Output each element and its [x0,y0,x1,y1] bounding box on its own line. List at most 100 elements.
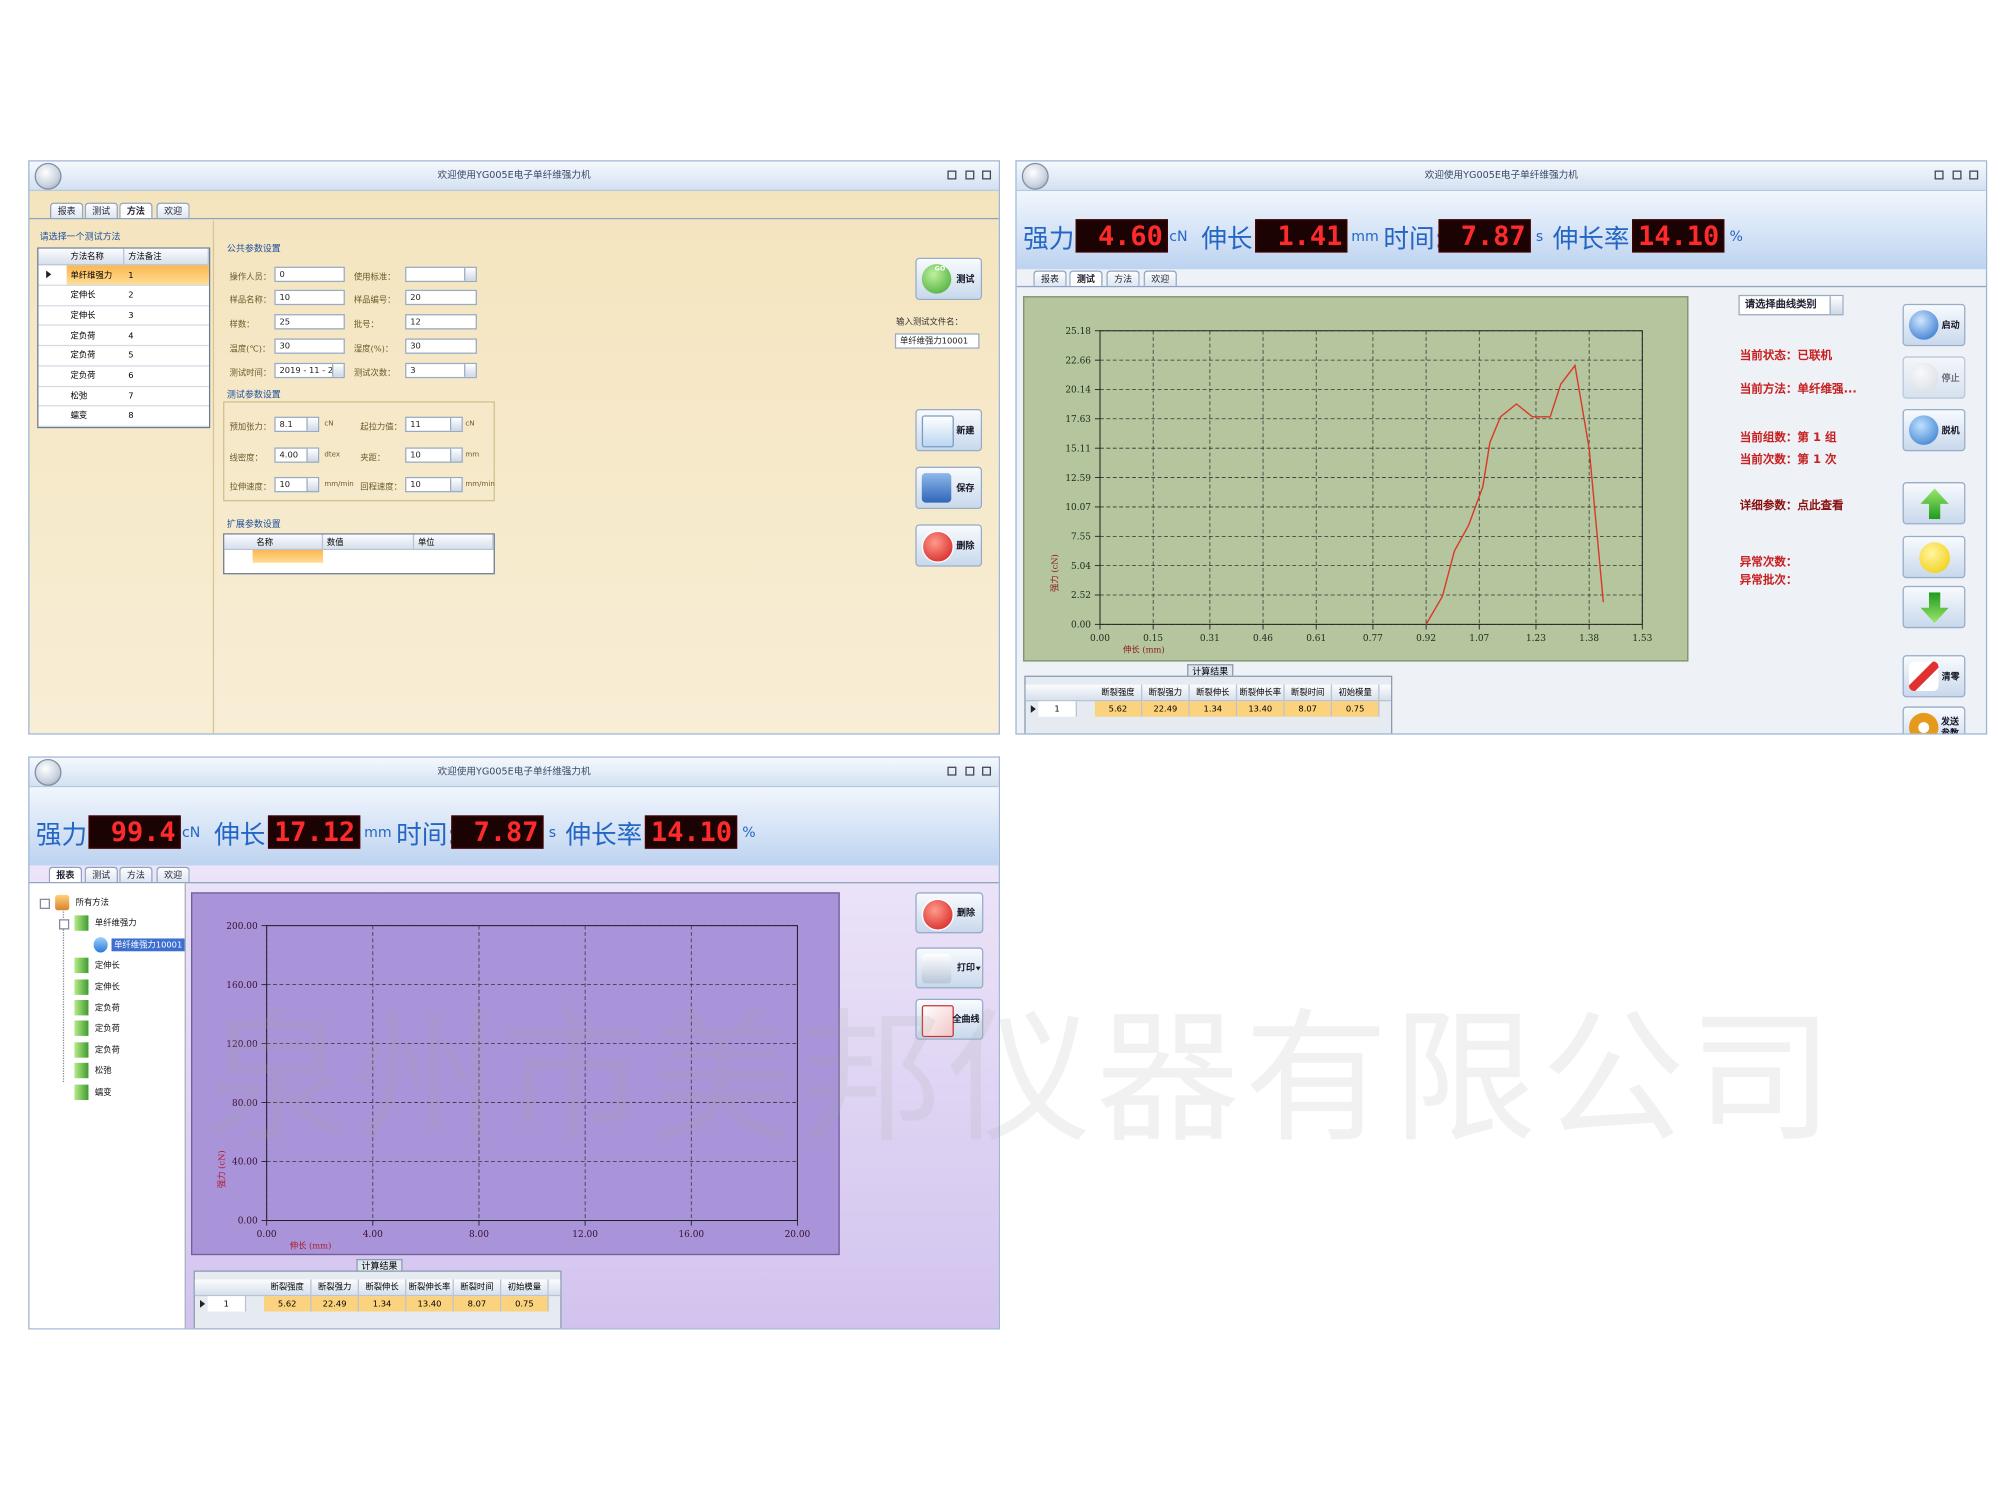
results-cell[interactable]: 0.75 [501,1296,549,1312]
method-cell[interactable]: 6 [128,370,134,381]
button[interactable] [1902,535,1966,579]
tab[interactable]: 测试 [84,866,118,883]
results-cell[interactable]: 13.40 [1237,701,1285,717]
field-input[interactable]: 10 [405,476,463,493]
button[interactable]: 新建 [915,408,983,452]
tree-item[interactable]: 单纤维强力 [94,918,137,929]
results-cell[interactable]: 1.34 [1189,701,1238,717]
method-cell[interactable]: 定伸长 [70,310,96,321]
method-cell[interactable]: 1 [128,269,134,281]
field-input[interactable]: 20 [405,289,477,306]
field-input[interactable]: 10 [405,447,463,463]
results-cell[interactable]: 5.62 [264,1296,312,1312]
button[interactable] [1902,585,1966,629]
field-input[interactable]: 3 [405,362,477,379]
results-cell[interactable]: 1.34 [358,1296,407,1312]
tab[interactable]: 方法 [1106,270,1140,286]
results-cell[interactable]: 0.75 [1332,701,1380,717]
results-cell[interactable]: 13.40 [406,1296,454,1312]
tree-item[interactable]: 松弛 [94,1065,112,1076]
window-controls[interactable] [947,766,992,777]
tab[interactable]: 欢迎 [1143,270,1177,286]
button[interactable]: 启动 [1902,303,1966,347]
app-orb[interactable] [34,162,62,190]
window-controls[interactable] [1934,170,1979,181]
field-input[interactable]: 10 [274,289,345,306]
tab[interactable]: 方法 [119,202,153,218]
tab[interactable]: 报表 [49,202,84,218]
method-cell[interactable]: 定负荷 [70,370,96,381]
spin-button[interactable] [306,478,318,492]
method-cell[interactable]: 2 [128,289,134,301]
button[interactable] [1902,482,1966,525]
method-cell[interactable]: 7 [128,390,134,401]
tree-item[interactable]: 蠕变 [94,1086,112,1097]
method-cell[interactable]: 4 [128,330,134,341]
window-controls[interactable] [947,170,992,181]
spin-button[interactable] [332,364,344,377]
tab[interactable]: 测试 [1069,270,1103,286]
button[interactable]: 停止 [1902,356,1966,399]
field-input[interactable]: 30 [405,338,477,354]
field-input[interactable]: 10 [274,476,320,493]
field-input[interactable]: 2019 - 11 - 2 [274,362,345,379]
field-input[interactable]: 11 [405,416,463,433]
method-cell[interactable]: 8 [128,410,134,422]
button[interactable]: 保存 [915,466,983,509]
button[interactable]: 全曲线 [915,998,984,1040]
results-cell[interactable]: 1 [207,1296,247,1312]
spin-button[interactable] [306,448,318,462]
file-input[interactable]: 单纤维强力10001 [894,333,980,349]
results-cell[interactable]: 8.07 [1284,701,1333,717]
spin-button[interactable] [449,478,462,492]
tree-item[interactable]: 定伸长 [94,981,120,992]
method-cell[interactable]: 蠕变 [70,410,88,422]
button[interactable]: 测试 GO [915,257,983,300]
tab[interactable]: 测试 [84,202,118,218]
method-cell[interactable]: 定负荷 [70,350,96,361]
field-input[interactable]: 8.1 [274,416,320,433]
method-cell[interactable]: 松弛 [70,390,88,401]
spin-button[interactable] [449,448,462,462]
tab[interactable]: 欢迎 [156,202,190,218]
button[interactable]: 删除 [915,892,984,934]
field-input[interactable]: 30 [274,338,345,354]
results-cell[interactable]: 1 [1038,701,1077,717]
dropdown-arrow[interactable] [975,966,981,971]
method-cell[interactable]: 单纤维强力 [70,269,113,281]
method-cell[interactable]: 定负荷 [70,330,96,341]
curve-select[interactable]: 请选择曲线类别 [1738,294,1844,316]
results-cell[interactable]: 5.62 [1094,701,1143,717]
app-orb[interactable] [1021,162,1049,190]
tree-item[interactable]: 所有方法 [75,897,109,908]
status-text[interactable]: 详细参数：点此查看 [1739,499,1844,513]
results-cell[interactable]: 8.07 [453,1296,502,1312]
tab[interactable]: 方法 [119,866,153,883]
tree-item[interactable]: 定负荷 [94,1023,120,1034]
tree-item[interactable]: 定负荷 [94,1002,120,1013]
tree-item[interactable]: 单纤维强力10001 [111,938,185,952]
field-input[interactable] [405,266,477,283]
spin-button[interactable] [306,417,318,431]
button[interactable]: 脱机 [1902,408,1966,452]
tab[interactable]: 报表 [1033,270,1067,286]
app-orb[interactable] [34,758,62,786]
button[interactable]: 清零 [1902,655,1966,698]
spin-button[interactable] [464,267,476,281]
tree-expander[interactable] [39,898,50,909]
results-cell[interactable]: 22.49 [311,1296,359,1312]
tree-item[interactable]: 定负荷 [94,1044,120,1055]
button[interactable]: 打印 [915,947,984,989]
spin-button[interactable] [464,364,476,377]
tree-expander[interactable] [58,919,70,930]
field-input[interactable]: 0 [274,266,345,283]
button[interactable]: 删除 [915,524,983,567]
spin-button[interactable] [449,417,462,431]
method-cell[interactable]: 5 [128,350,134,361]
field-input[interactable]: 4.00 [274,447,320,463]
results-cell[interactable]: 22.49 [1142,701,1190,717]
tree-item[interactable]: 定伸长 [94,960,120,971]
button[interactable]: 发送参数 [1902,706,1966,734]
dropdown-arrow[interactable] [1829,296,1843,315]
field-input[interactable]: 25 [274,314,345,330]
